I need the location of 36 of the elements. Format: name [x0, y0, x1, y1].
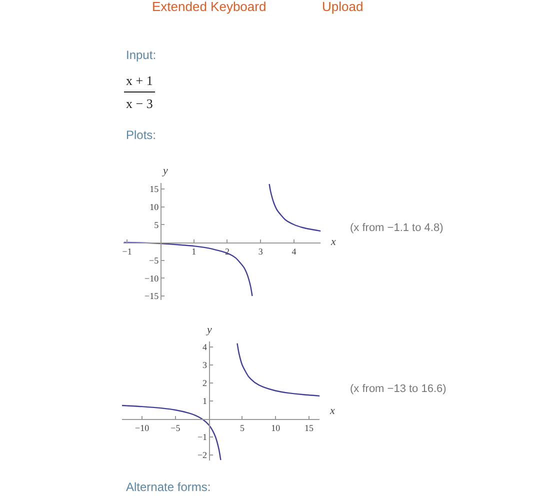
x-tick-label: 3	[258, 246, 264, 256]
text: (x from −13 to 16.6)	[350, 383, 446, 395]
line-series	[236, 342, 320, 397]
x-tick-label: 4	[292, 246, 297, 256]
text: x − 3	[126, 96, 153, 111]
y-tick-label: −10	[144, 273, 160, 284]
x-tick-label: −1	[122, 246, 132, 256]
y-tick-label: 10	[150, 202, 160, 212]
y-tick-label: 3	[202, 360, 208, 370]
x-axis-title: x	[330, 236, 336, 248]
x-tick-label: 10	[271, 422, 281, 433]
x-tick-label: −10	[135, 422, 150, 433]
x-tick-label: 15	[304, 422, 314, 433]
x-tick-label: 5	[240, 422, 245, 433]
text: Input:	[126, 48, 156, 62]
text: Upload	[322, 0, 364, 14]
text: Alternate forms:	[126, 480, 211, 494]
text: Plots:	[126, 128, 156, 142]
y-tick-label: −2	[197, 450, 208, 460]
x-tick-label: −5	[170, 422, 181, 433]
line-series	[268, 183, 321, 232]
text: Extended Keyboard	[152, 0, 266, 14]
y-tick-label: 4	[202, 342, 208, 352]
y-tick-label: 5	[154, 220, 160, 230]
y-tick-label: 1	[202, 396, 208, 406]
y-tick-label: 2	[202, 378, 208, 388]
text: x + 1	[126, 73, 153, 88]
y-tick-label: 15	[150, 184, 160, 194]
y-tick-label: −5	[149, 255, 160, 266]
y-axis-title: y	[206, 324, 212, 336]
y-axis-title: y	[162, 165, 168, 177]
y-tick-label: −15	[144, 291, 160, 302]
text: (x from −1.1 to 4.8)	[350, 222, 444, 234]
line-series	[122, 404, 222, 460]
x-axis-title: x	[329, 405, 335, 417]
y-tick-label: −1	[197, 432, 208, 442]
